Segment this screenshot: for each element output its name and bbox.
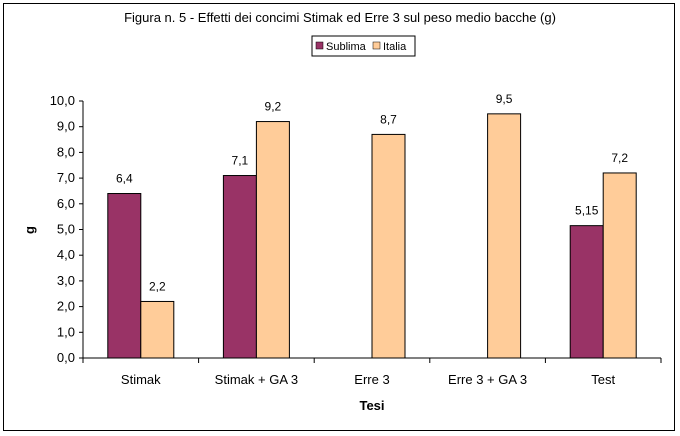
chart-title: Figura n. 5 - Effetti dei concimi Stimak… [124,10,556,25]
legend-label-sublima: Sublima [326,41,367,53]
y-tick-label: 9,0 [57,119,75,134]
legend-label-italia: Italia [383,41,407,53]
legend-swatch-italia [372,41,381,50]
y-tick-label: 0,0 [57,350,75,365]
data-labels: 6,4 2,2 7,1 9,2 8,7 9,5 5,15 7,2 [116,92,628,294]
x-tick-label: Test [591,372,615,387]
x-axis-title: Tesi [359,398,384,413]
legend-box [311,35,416,57]
bar-italia-1 [255,121,290,359]
data-label-italia-1: 9,2 [265,100,282,114]
bar-italia-4 [602,172,637,359]
y-tick-label: 3,0 [57,273,75,288]
axes [82,101,661,359]
data-label-italia-2: 8,7 [380,112,397,126]
bar-sublima-0 [107,193,142,359]
y-tick-label: 5,0 [57,222,75,237]
data-label-sublima-1: 7,1 [232,154,249,168]
y-axis-title: g [22,226,37,234]
data-label-sublima-4: 5,15 [575,204,599,218]
y-tick-label: 4,0 [57,247,75,262]
bar-sublima-1 [222,175,257,359]
bar-italia-2 [371,133,406,359]
legend: Sublima Italia [311,35,416,57]
data-label-italia-3: 9,5 [496,92,513,106]
y-tick-label: 8,0 [57,144,75,159]
bar-italia-0 [140,300,175,359]
y-tick-label: 1,0 [57,324,75,339]
bars [107,113,637,359]
y-tick-label: 2,0 [57,299,75,314]
x-tick-label: Stimak [121,372,161,387]
data-label-italia-0: 2,2 [149,279,166,293]
y-tick-label: 10,0 [50,93,75,108]
y-axis-ticks: 0,0 1,0 2,0 3,0 4,0 5,0 6,0 7,0 8,0 9,0 10,0 [50,93,83,365]
data-label-italia-4: 7,2 [611,151,628,165]
x-axis-ticks: Stimak Stimak + GA 3 Erre 3 Erre 3 + GA 3 Te… [82,358,662,387]
bar-italia-3 [487,113,522,359]
y-tick-label: 6,0 [57,196,75,211]
data-label-sublima-0: 6,4 [116,172,133,186]
x-tick-label: Erre 3 + GA 3 [448,372,527,387]
x-tick-label: Erre 3 [354,372,389,387]
bar-sublima-4 [569,225,604,359]
y-tick-label: 7,0 [57,170,75,185]
legend-swatch-sublima [315,41,324,50]
x-tick-label: Stimak + GA 3 [215,372,298,387]
